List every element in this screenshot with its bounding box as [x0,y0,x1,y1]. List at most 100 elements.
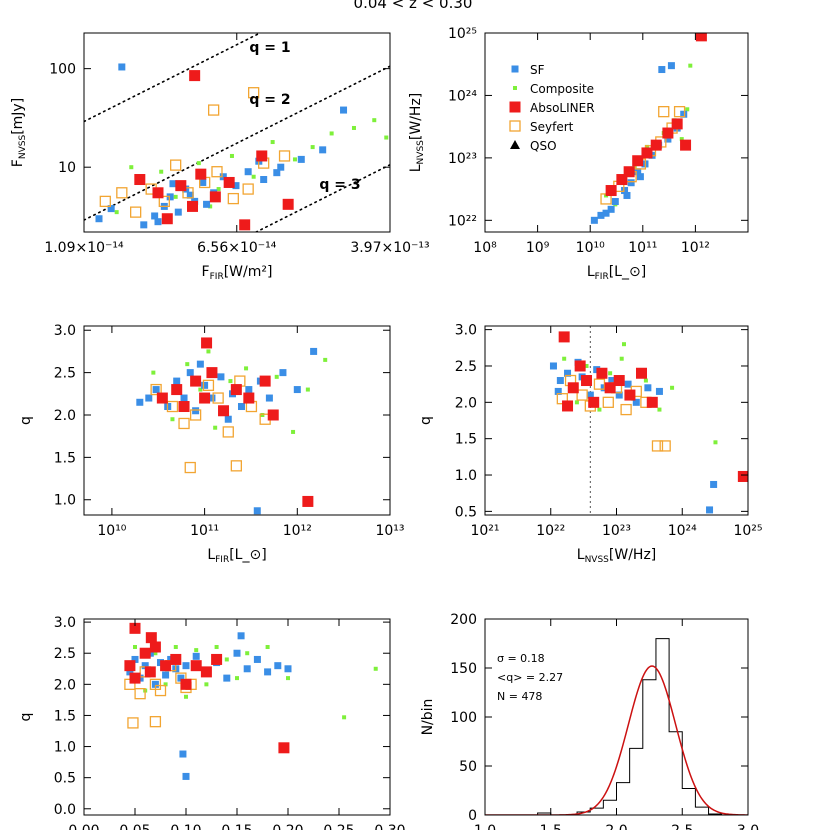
sf-point [245,386,253,394]
x-tick-label: 10¹⁰ [576,240,605,256]
sf-point [602,209,610,217]
sf-point [615,391,623,399]
plot-area-p1 [84,33,390,232]
absoliner-point [680,139,692,151]
sf-point [264,668,272,676]
sf-point [141,662,149,670]
sf-point [564,369,572,377]
plot-frame [83,325,391,516]
figure-title: 0.04 < z < 0.30 [354,0,473,12]
sf-point [131,655,139,663]
x-tick-label: 0.25 [323,823,354,830]
sf-point [273,169,281,177]
absoliner-point [624,389,636,401]
y-tick-label: 2.0 [54,408,76,424]
x-axis-label: LFIR[L_⊙] [207,547,266,565]
composite-point [159,169,164,174]
x-tick-label: 10²² [536,523,565,539]
absoliner-point [161,213,173,225]
y-tick-label: 3.0 [455,323,477,339]
sf-point [556,377,564,385]
absoliner-point [635,367,647,379]
composite-point [244,366,249,371]
absoliner-point [223,176,235,188]
absoliner-point [145,632,157,644]
sf-point [277,163,285,171]
seyfert-point [673,106,686,118]
q-annotation: q = 1 [249,40,290,56]
plot-area-p5 [124,622,378,780]
sf-point [253,507,261,515]
panel-p4: 10²¹ 10²² 10²³ 10²⁴ 10²⁵ 0.5 1.0 1.5 2.0 2.5 3.0 LN… [418,323,763,565]
composite-point [291,429,296,434]
sf-point [279,369,287,377]
seyfert-point [211,166,223,178]
absoliner-point [567,382,579,394]
composite-point [133,645,137,649]
sf-point [511,65,519,73]
sf-point [166,193,174,201]
y-tick-label: 150 [450,661,477,677]
y-tick-label: 3.0 [54,615,76,631]
y-tick-label: 0.5 [455,504,477,520]
seyfert-point [602,396,614,408]
sf-point [192,407,200,415]
absoliner-point [149,641,161,653]
seyfert-point [242,183,254,195]
absoliner-point [243,392,255,404]
composite-point [265,645,270,649]
composite-point [685,107,690,112]
sf-point [126,668,134,676]
composite-point [216,187,221,192]
absoliner-point [662,127,674,139]
composite-point [342,715,347,720]
composite-point [270,140,275,145]
seyfert-point [150,383,162,396]
y-tick-label: 100 [49,62,76,78]
absoliner-point [129,672,141,684]
composite-point [213,425,218,430]
x-tick-label: 0.10 [170,823,201,830]
sf-point [554,387,562,395]
y-tick-label: 10²² [448,213,477,229]
composite-point [513,86,517,90]
x-tick-label: 10¹¹ [628,240,657,256]
y-tick-label: 1.5 [54,708,76,724]
composite-point [228,379,233,384]
x-tick-label: 6.56×10⁻¹⁴ [197,240,277,256]
composite-point [679,137,684,142]
composite-point [224,657,229,662]
y-tick-label: 200 [450,612,477,628]
legend-label: QSO [530,139,557,153]
composite-point [153,651,158,656]
y-axis-label: q [418,416,434,425]
composite-point [274,374,279,379]
absoliner-point [134,174,146,186]
x-tick-label: 10⁸ [473,240,497,256]
sf-point [611,198,619,206]
y-axis-label: LNVSS[W/Hz] [408,93,426,173]
absoliner-point [562,400,574,412]
seyfert-point [182,187,194,199]
plot-area-p4 [549,326,748,515]
sf-point [201,381,209,389]
absoliner-point [211,653,223,665]
sf-point [118,63,126,71]
seyfert-point [658,106,670,118]
composite-point [329,131,334,136]
seyfert-point [178,417,190,430]
y-tick-label: 1.5 [54,450,76,466]
sf-point [243,665,251,673]
y-tick-label: 0.5 [54,771,76,787]
sf-point [237,632,245,640]
composite-point [713,440,718,445]
y-tick-label: 2.5 [455,359,477,375]
y-tick-label: 1.0 [54,493,76,509]
seyfert-point [134,688,146,700]
composite-point [194,648,199,653]
absoliner-point [632,155,644,167]
absoliner-point [641,147,653,159]
composite-point [372,118,377,123]
seyfert-point [222,426,234,438]
sf-point [265,394,273,402]
